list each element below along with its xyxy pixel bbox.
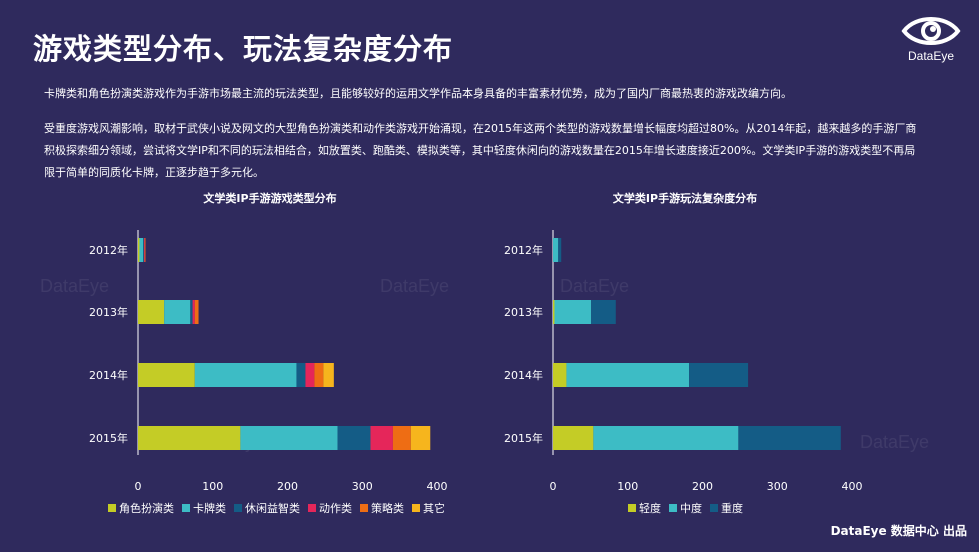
bar-segment bbox=[558, 238, 562, 262]
x-tick-label: 0 bbox=[135, 480, 142, 493]
legend-label: 中度 bbox=[680, 501, 702, 515]
bar-segment bbox=[566, 363, 690, 387]
legend-swatch bbox=[234, 504, 242, 512]
x-tick-label: 300 bbox=[767, 480, 788, 493]
bar-segment bbox=[138, 363, 195, 387]
x-tick-label: 300 bbox=[352, 480, 373, 493]
legend-swatch bbox=[412, 504, 420, 512]
watermark-text: DataEye bbox=[860, 432, 929, 452]
bar-segment bbox=[194, 363, 297, 387]
legend-label: 轻度 bbox=[639, 501, 661, 515]
legend-label: 重度 bbox=[721, 501, 743, 515]
category-label: 2015年 bbox=[504, 431, 543, 445]
bar-segment bbox=[144, 238, 146, 262]
x-tick-label: 0 bbox=[550, 480, 557, 493]
category-label: 2014年 bbox=[89, 368, 128, 382]
logo-text: DataEye bbox=[907, 49, 955, 63]
legend-swatch bbox=[308, 504, 316, 512]
x-tick-label: 100 bbox=[617, 480, 638, 493]
bar-segment bbox=[190, 300, 193, 324]
watermark-text: DataEye bbox=[560, 276, 629, 296]
watermark-text: DataEye bbox=[380, 276, 449, 296]
bar-segment bbox=[593, 426, 739, 450]
bar-segment bbox=[553, 238, 559, 262]
bar-segment bbox=[138, 300, 165, 324]
bar-segment bbox=[138, 426, 241, 450]
legend-swatch bbox=[108, 504, 116, 512]
bar-segment bbox=[164, 300, 191, 324]
legend-label: 策略类 bbox=[371, 501, 404, 515]
bar-segment bbox=[392, 426, 411, 450]
bar-segment bbox=[139, 238, 144, 262]
chart-title-genre: 文学类IP手游游戏类型分布 bbox=[203, 192, 337, 205]
legend-swatch bbox=[360, 504, 368, 512]
page-title: 游戏类型分布、玩法复杂度分布 bbox=[33, 32, 454, 66]
x-tick-label: 200 bbox=[277, 480, 298, 493]
bar-segment bbox=[553, 363, 567, 387]
bar-segment bbox=[323, 363, 334, 387]
bar-segment bbox=[689, 363, 749, 387]
watermark-text: DataEye bbox=[40, 276, 109, 296]
eye-icon bbox=[901, 17, 961, 45]
bar-segment bbox=[370, 426, 393, 450]
bar-segment bbox=[296, 363, 306, 387]
bar-segment bbox=[192, 300, 195, 324]
bar-segment bbox=[554, 300, 592, 324]
bar-segment bbox=[138, 238, 140, 262]
bar-segment bbox=[337, 426, 371, 450]
bar-segment bbox=[553, 426, 594, 450]
category-label: 2012年 bbox=[89, 243, 128, 257]
bar-segment bbox=[553, 300, 555, 324]
legend-label: 其它 bbox=[423, 501, 445, 515]
dataeye-logo: DataEye bbox=[898, 13, 964, 65]
intro-paragraph-2: 受重度游戏风潮影响，取材于武侠小说及网文的大型角色扮演类和动作类游戏开始涌现，在… bbox=[44, 122, 917, 179]
intro-paragraph-1: 卡牌类和角色扮演类游戏作为手游市场最主流的玩法类型，且能够较好的运用文学作品本身… bbox=[44, 87, 792, 100]
bar-segment bbox=[738, 426, 841, 450]
legend-swatch bbox=[710, 504, 718, 512]
x-tick-label: 200 bbox=[692, 480, 713, 493]
bar-segment bbox=[410, 426, 431, 450]
x-tick-label: 400 bbox=[427, 480, 448, 493]
bar-segment bbox=[143, 238, 144, 262]
chart-title-complexity: 文学类IP手游玩法复杂度分布 bbox=[612, 192, 758, 205]
legend-label: 动作类 bbox=[319, 501, 352, 515]
category-label: 2013年 bbox=[89, 305, 128, 319]
legend-label: 休闲益智类 bbox=[245, 501, 300, 515]
category-label: 2014年 bbox=[504, 368, 543, 382]
bar-segment bbox=[143, 238, 145, 262]
bar-segment bbox=[591, 300, 616, 324]
bar-segment bbox=[305, 363, 315, 387]
category-label: 2012年 bbox=[504, 243, 543, 257]
legend-swatch bbox=[669, 504, 677, 512]
bar-segment bbox=[314, 363, 324, 387]
bar-segment bbox=[194, 300, 199, 324]
legend-label: 角色扮演类 bbox=[119, 501, 174, 515]
category-label: 2013年 bbox=[504, 305, 543, 319]
x-tick-label: 100 bbox=[202, 480, 223, 493]
category-label: 2015年 bbox=[89, 431, 128, 445]
legend-swatch bbox=[628, 504, 636, 512]
x-tick-label: 400 bbox=[842, 480, 863, 493]
footer-credit: DataEye 数据中心 出品 bbox=[830, 524, 967, 538]
legend-swatch bbox=[182, 504, 190, 512]
legend-label: 卡牌类 bbox=[193, 501, 226, 515]
bar-segment bbox=[240, 426, 338, 450]
